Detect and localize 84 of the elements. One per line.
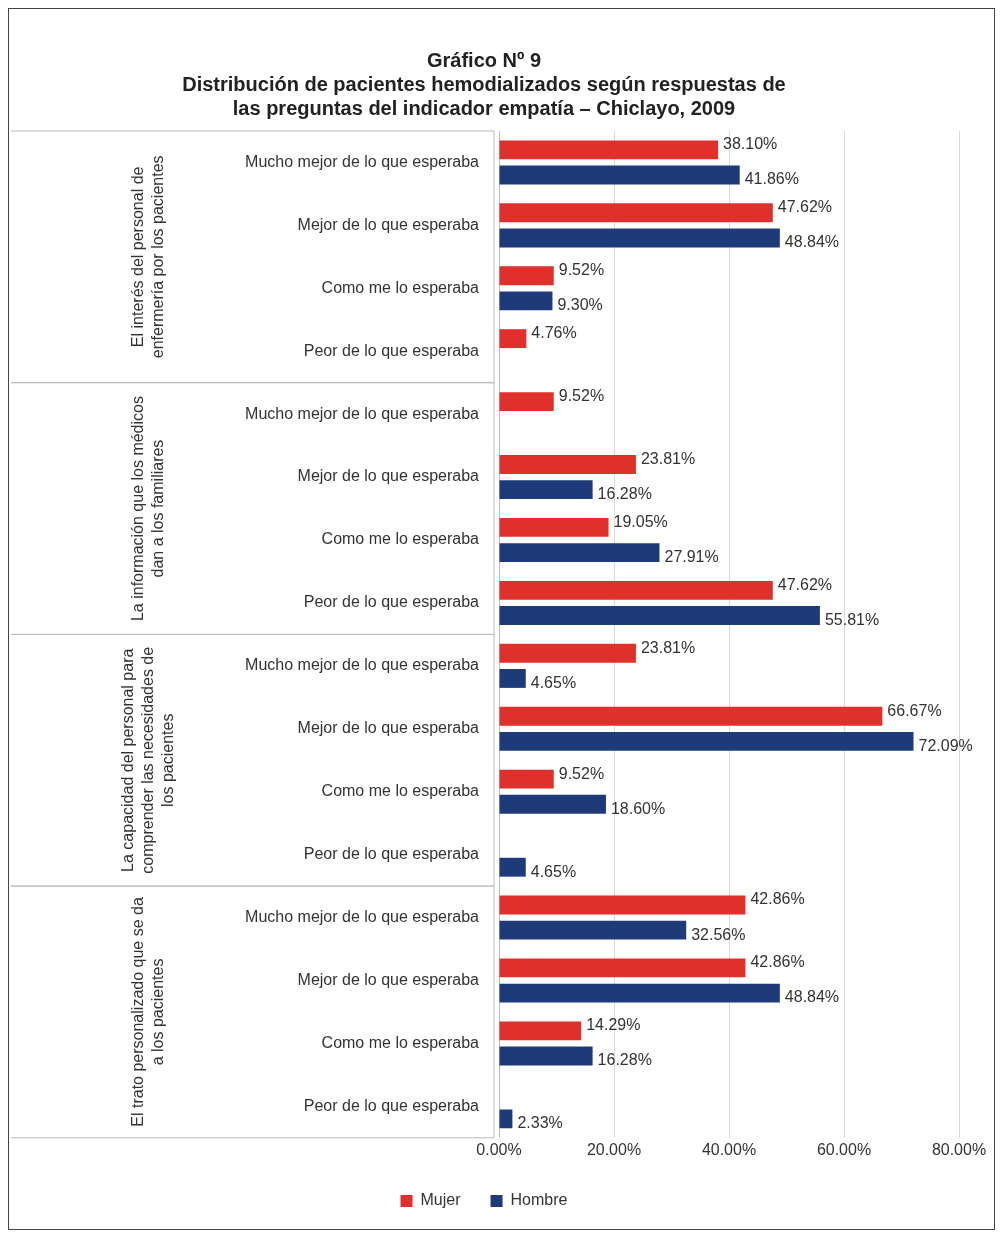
data-label: 2.33% bbox=[517, 1114, 563, 1132]
text: El interés del personal de enfermería por los pacientes bbox=[129, 155, 167, 359]
data-label: 4.65% bbox=[530, 862, 577, 880]
bar bbox=[499, 983, 780, 1003]
bar bbox=[499, 1109, 513, 1129]
bar bbox=[499, 140, 719, 160]
y-tick-label: Como me lo esperaba bbox=[321, 782, 480, 800]
data-label: 42.86% bbox=[750, 890, 805, 908]
x-tick-label: 60.00% bbox=[816, 1140, 872, 1158]
data-label: 66.67% bbox=[887, 701, 942, 719]
data-label: 4.76% bbox=[531, 324, 577, 342]
legend-label: Mujer bbox=[420, 1191, 462, 1209]
data-label: 72.09% bbox=[918, 736, 973, 754]
data-label: 48.84% bbox=[784, 233, 840, 251]
bar bbox=[499, 606, 820, 625]
data-label: 14.29% bbox=[586, 1016, 641, 1034]
y-tick-label: Como me lo esperaba bbox=[321, 1033, 480, 1051]
bar bbox=[499, 266, 554, 286]
text: El trato personalizado que se da a los pacientes bbox=[129, 897, 167, 1127]
bar bbox=[499, 329, 527, 349]
data-label: 19.05% bbox=[613, 512, 668, 530]
bar bbox=[499, 643, 636, 663]
bar bbox=[499, 228, 780, 248]
y-tick-label: Mucho mejor de lo que esperaba bbox=[245, 656, 480, 674]
bar bbox=[499, 517, 609, 537]
bar bbox=[499, 580, 773, 600]
text: La capacidad del personal para comprender las necesidades de los pacientes bbox=[119, 646, 177, 874]
data-label: 16.28% bbox=[597, 1051, 652, 1069]
y-tick-label: Mucho mejor de lo que esperaba bbox=[245, 907, 480, 925]
y-tick-label: Mejor de lo que esperaba bbox=[297, 970, 480, 988]
data-label: 9.52% bbox=[558, 386, 605, 404]
data-label: 47.62% bbox=[777, 575, 833, 593]
x-tick-label: 40.00% bbox=[701, 1140, 757, 1158]
bar bbox=[499, 920, 687, 940]
x-tick-label: 0.00% bbox=[476, 1140, 522, 1158]
bar bbox=[499, 203, 773, 223]
y-tick-label: Mucho mejor de lo que esperaba bbox=[245, 152, 480, 170]
data-label: 18.60% bbox=[610, 799, 666, 817]
legend-label: Hombre bbox=[510, 1191, 568, 1209]
data-label: 23.81% bbox=[640, 449, 696, 467]
y-tick-label: Peor de lo que esperaba bbox=[303, 845, 480, 863]
y-tick-label: Como me lo esperaba bbox=[321, 278, 480, 296]
data-label: 48.84% bbox=[784, 988, 840, 1006]
y-tick-label: Mejor de lo que esperaba bbox=[297, 215, 480, 233]
y-tick-label: Como me lo esperaba bbox=[321, 530, 480, 548]
bar bbox=[499, 480, 593, 500]
bar bbox=[499, 706, 883, 726]
data-label: 23.81% bbox=[640, 638, 696, 656]
y-tick-label: Mejor de lo que esperaba bbox=[297, 719, 480, 737]
bar bbox=[499, 165, 740, 185]
x-tick-label: 80.00% bbox=[931, 1140, 987, 1158]
data-label: 55.81% bbox=[824, 610, 880, 628]
y-tick-label: Mucho mejor de lo que esperaba bbox=[245, 404, 480, 422]
bar bbox=[499, 1046, 593, 1066]
data-label: 27.91% bbox=[664, 548, 719, 565]
bar bbox=[499, 958, 746, 978]
data-label: 4.65% bbox=[530, 673, 577, 691]
bar bbox=[499, 392, 554, 412]
bar bbox=[499, 731, 914, 751]
text: La información que los médicos dan a los familiares bbox=[129, 396, 167, 622]
bar bbox=[499, 455, 636, 474]
y-tick-label: Peor de lo que esperaba bbox=[303, 1096, 480, 1114]
bar bbox=[499, 291, 553, 311]
bar bbox=[499, 543, 660, 563]
x-tick-label: 20.00% bbox=[586, 1140, 642, 1158]
data-label: 32.56% bbox=[691, 925, 746, 943]
y-tick-label: Mejor de lo que esperaba bbox=[297, 467, 480, 485]
bar bbox=[499, 769, 554, 789]
y-tick-label: Peor de lo que esperaba bbox=[303, 593, 480, 611]
bar bbox=[499, 669, 526, 688]
bar bbox=[499, 895, 746, 915]
data-label: 9.30% bbox=[557, 296, 603, 314]
bar bbox=[499, 794, 606, 814]
data-label: 9.52% bbox=[558, 261, 605, 279]
data-label: 47.62% bbox=[777, 198, 833, 216]
y-tick-label: Peor de lo que esperaba bbox=[303, 341, 480, 359]
bar bbox=[499, 857, 526, 877]
bar bbox=[499, 1021, 582, 1041]
data-label: 38.10% bbox=[723, 135, 778, 153]
data-label: 16.28% bbox=[597, 485, 652, 503]
data-label: 42.86% bbox=[750, 953, 805, 971]
data-label: 9.52% bbox=[558, 764, 605, 782]
chart-title: Gráfico Nº 9 Distribución de pacientes hemodializados según respuestas de las preguntas del indicador empatía – Chiclayo, 2009 bbox=[182, 48, 786, 119]
data-label: 41.86% bbox=[744, 170, 799, 188]
